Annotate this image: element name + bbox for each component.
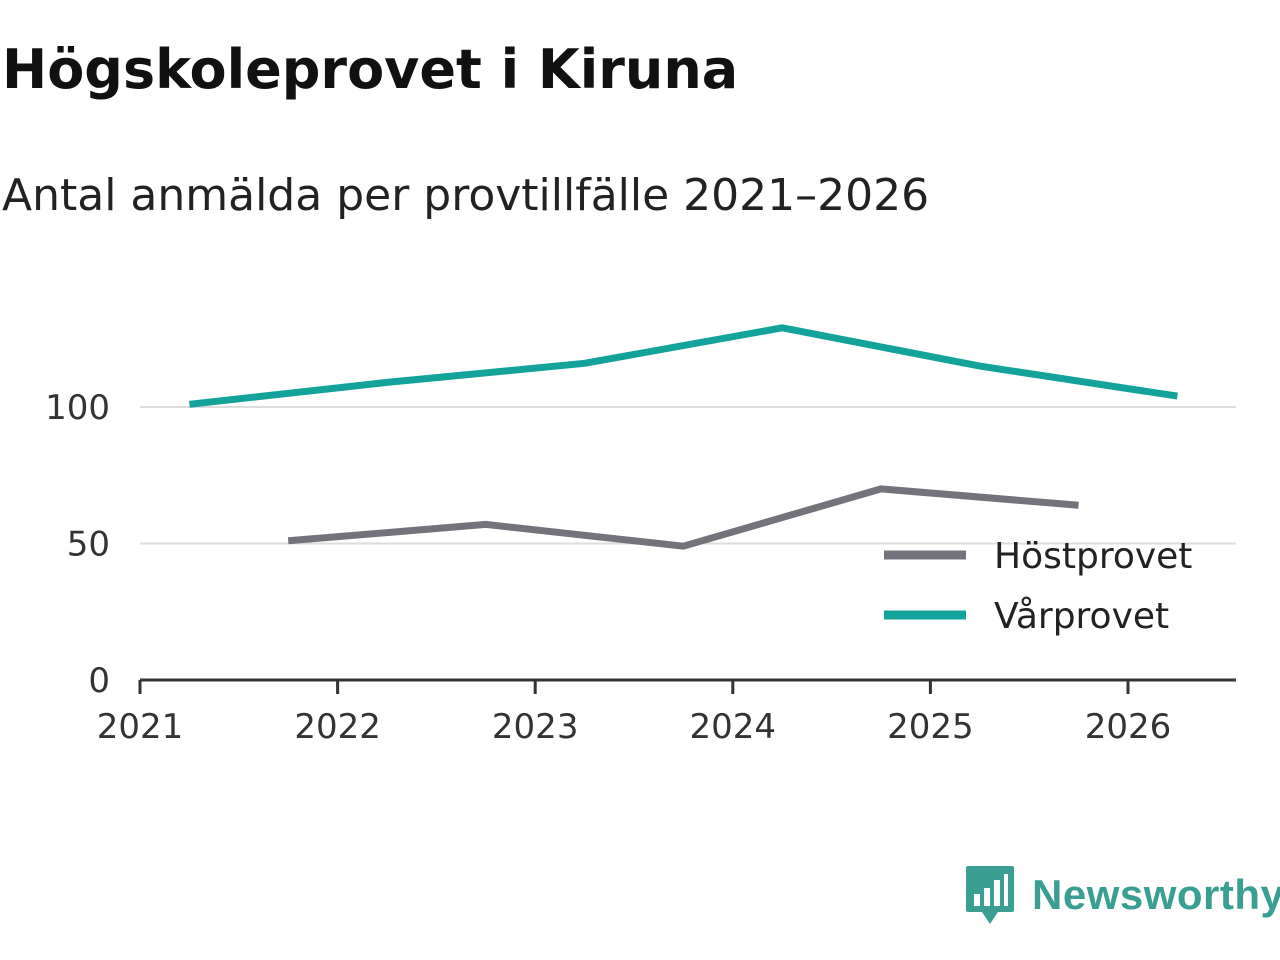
x-tick-label: 2021 bbox=[97, 707, 184, 747]
brand-name: Newsworthy bbox=[1032, 871, 1280, 918]
chart-subtitle: Antal anmälda per provtillfälle 2021–202… bbox=[2, 170, 930, 221]
x-tick-label: 2024 bbox=[690, 707, 777, 747]
series-line-hostprovet bbox=[287, 485, 1079, 550]
legend-label: Vårprovet bbox=[994, 596, 1169, 637]
legend-label: Höstprovet bbox=[994, 536, 1192, 577]
x-tick-label: 2026 bbox=[1085, 707, 1172, 747]
brand-logo: Newsworthy bbox=[964, 864, 1280, 926]
series-line-varprovet bbox=[189, 324, 1178, 408]
x-tick-label: 2023 bbox=[492, 707, 579, 747]
x-tick-label: 2022 bbox=[294, 707, 381, 747]
gridlines bbox=[140, 406, 1236, 545]
x-axis: 2021 2022 2023 2024 2025 2026 bbox=[97, 678, 1236, 747]
y-tick-label: 100 bbox=[45, 388, 110, 428]
y-axis-labels: 0 50 100 bbox=[45, 388, 110, 701]
legend: Höstprovet Vårprovet bbox=[884, 536, 1192, 637]
x-tick-label: 2025 bbox=[887, 707, 974, 747]
newsworthy-logo-icon bbox=[966, 866, 1014, 924]
chart-title: Högskoleprovet i Kiruna bbox=[2, 38, 739, 101]
y-tick-label: 0 bbox=[88, 661, 110, 701]
y-tick-label: 50 bbox=[67, 525, 110, 565]
series-lines bbox=[189, 324, 1178, 550]
